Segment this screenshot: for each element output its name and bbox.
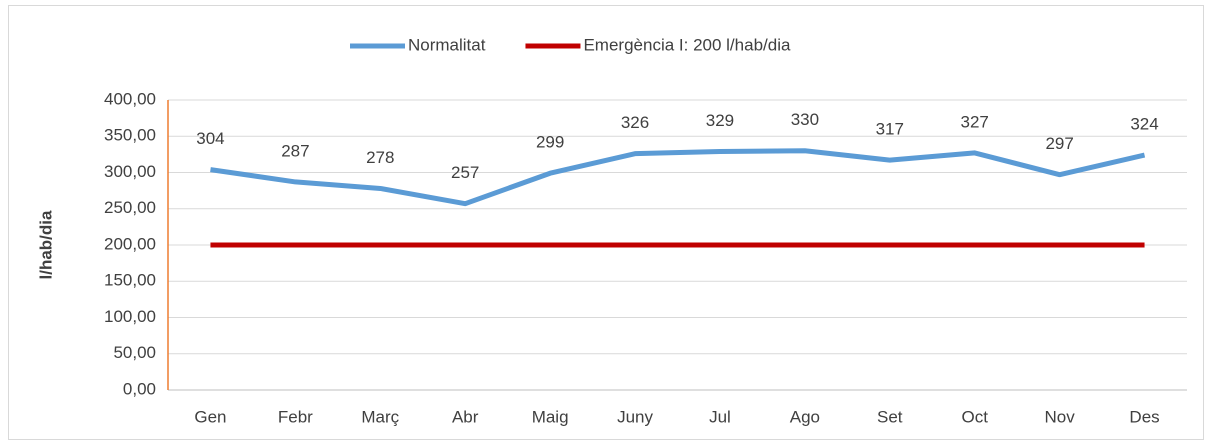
chart-border (8, 5, 1204, 440)
y-tick-label: 200,00 (104, 234, 156, 253)
data-label: 330 (791, 110, 819, 129)
y-tick-label: 150,00 (104, 271, 156, 290)
x-tick-label: Abr (452, 407, 479, 426)
data-label: 329 (706, 111, 734, 130)
y-tick-label: 100,00 (104, 307, 156, 326)
series-line (210, 148, 1146, 207)
x-tick-label: Jul (709, 407, 731, 426)
y-tick-label: 0,00 (123, 379, 156, 398)
y-tick-label: 350,00 (104, 126, 156, 145)
x-tick-label: Juny (617, 407, 653, 426)
data-label: 326 (621, 113, 649, 132)
legend-label: Normalitat (408, 35, 486, 54)
x-tick-label: Gen (194, 407, 226, 426)
x-tick-label: Oct (961, 407, 988, 426)
x-tick-label: Maig (532, 407, 569, 426)
y-tick-label: 400,00 (104, 89, 156, 108)
y-axis-title: l/hab/dia (36, 210, 55, 280)
data-label: 317 (876, 120, 904, 139)
data-label: 278 (366, 148, 394, 167)
y-tick-label: 300,00 (104, 162, 156, 181)
data-label: 287 (281, 141, 309, 160)
x-tick-label: Set (877, 407, 903, 426)
x-tick-label: Nov (1045, 407, 1076, 426)
y-tick-label: 250,00 (104, 198, 156, 217)
data-label: 304 (196, 129, 224, 148)
data-label: 327 (961, 112, 989, 131)
x-tick-label: Març (361, 407, 399, 426)
x-tick-label: Febr (278, 407, 313, 426)
data-label: 297 (1045, 134, 1073, 153)
x-tick-label: Ago (790, 407, 820, 426)
data-label: 299 (536, 133, 564, 152)
y-tick-label: 50,00 (113, 343, 156, 362)
data-label: 324 (1130, 115, 1158, 134)
legend-label: Emergència I: 200 l/hab/dia (583, 35, 791, 54)
data-label: 257 (451, 163, 479, 182)
x-tick-label: Des (1129, 407, 1159, 426)
